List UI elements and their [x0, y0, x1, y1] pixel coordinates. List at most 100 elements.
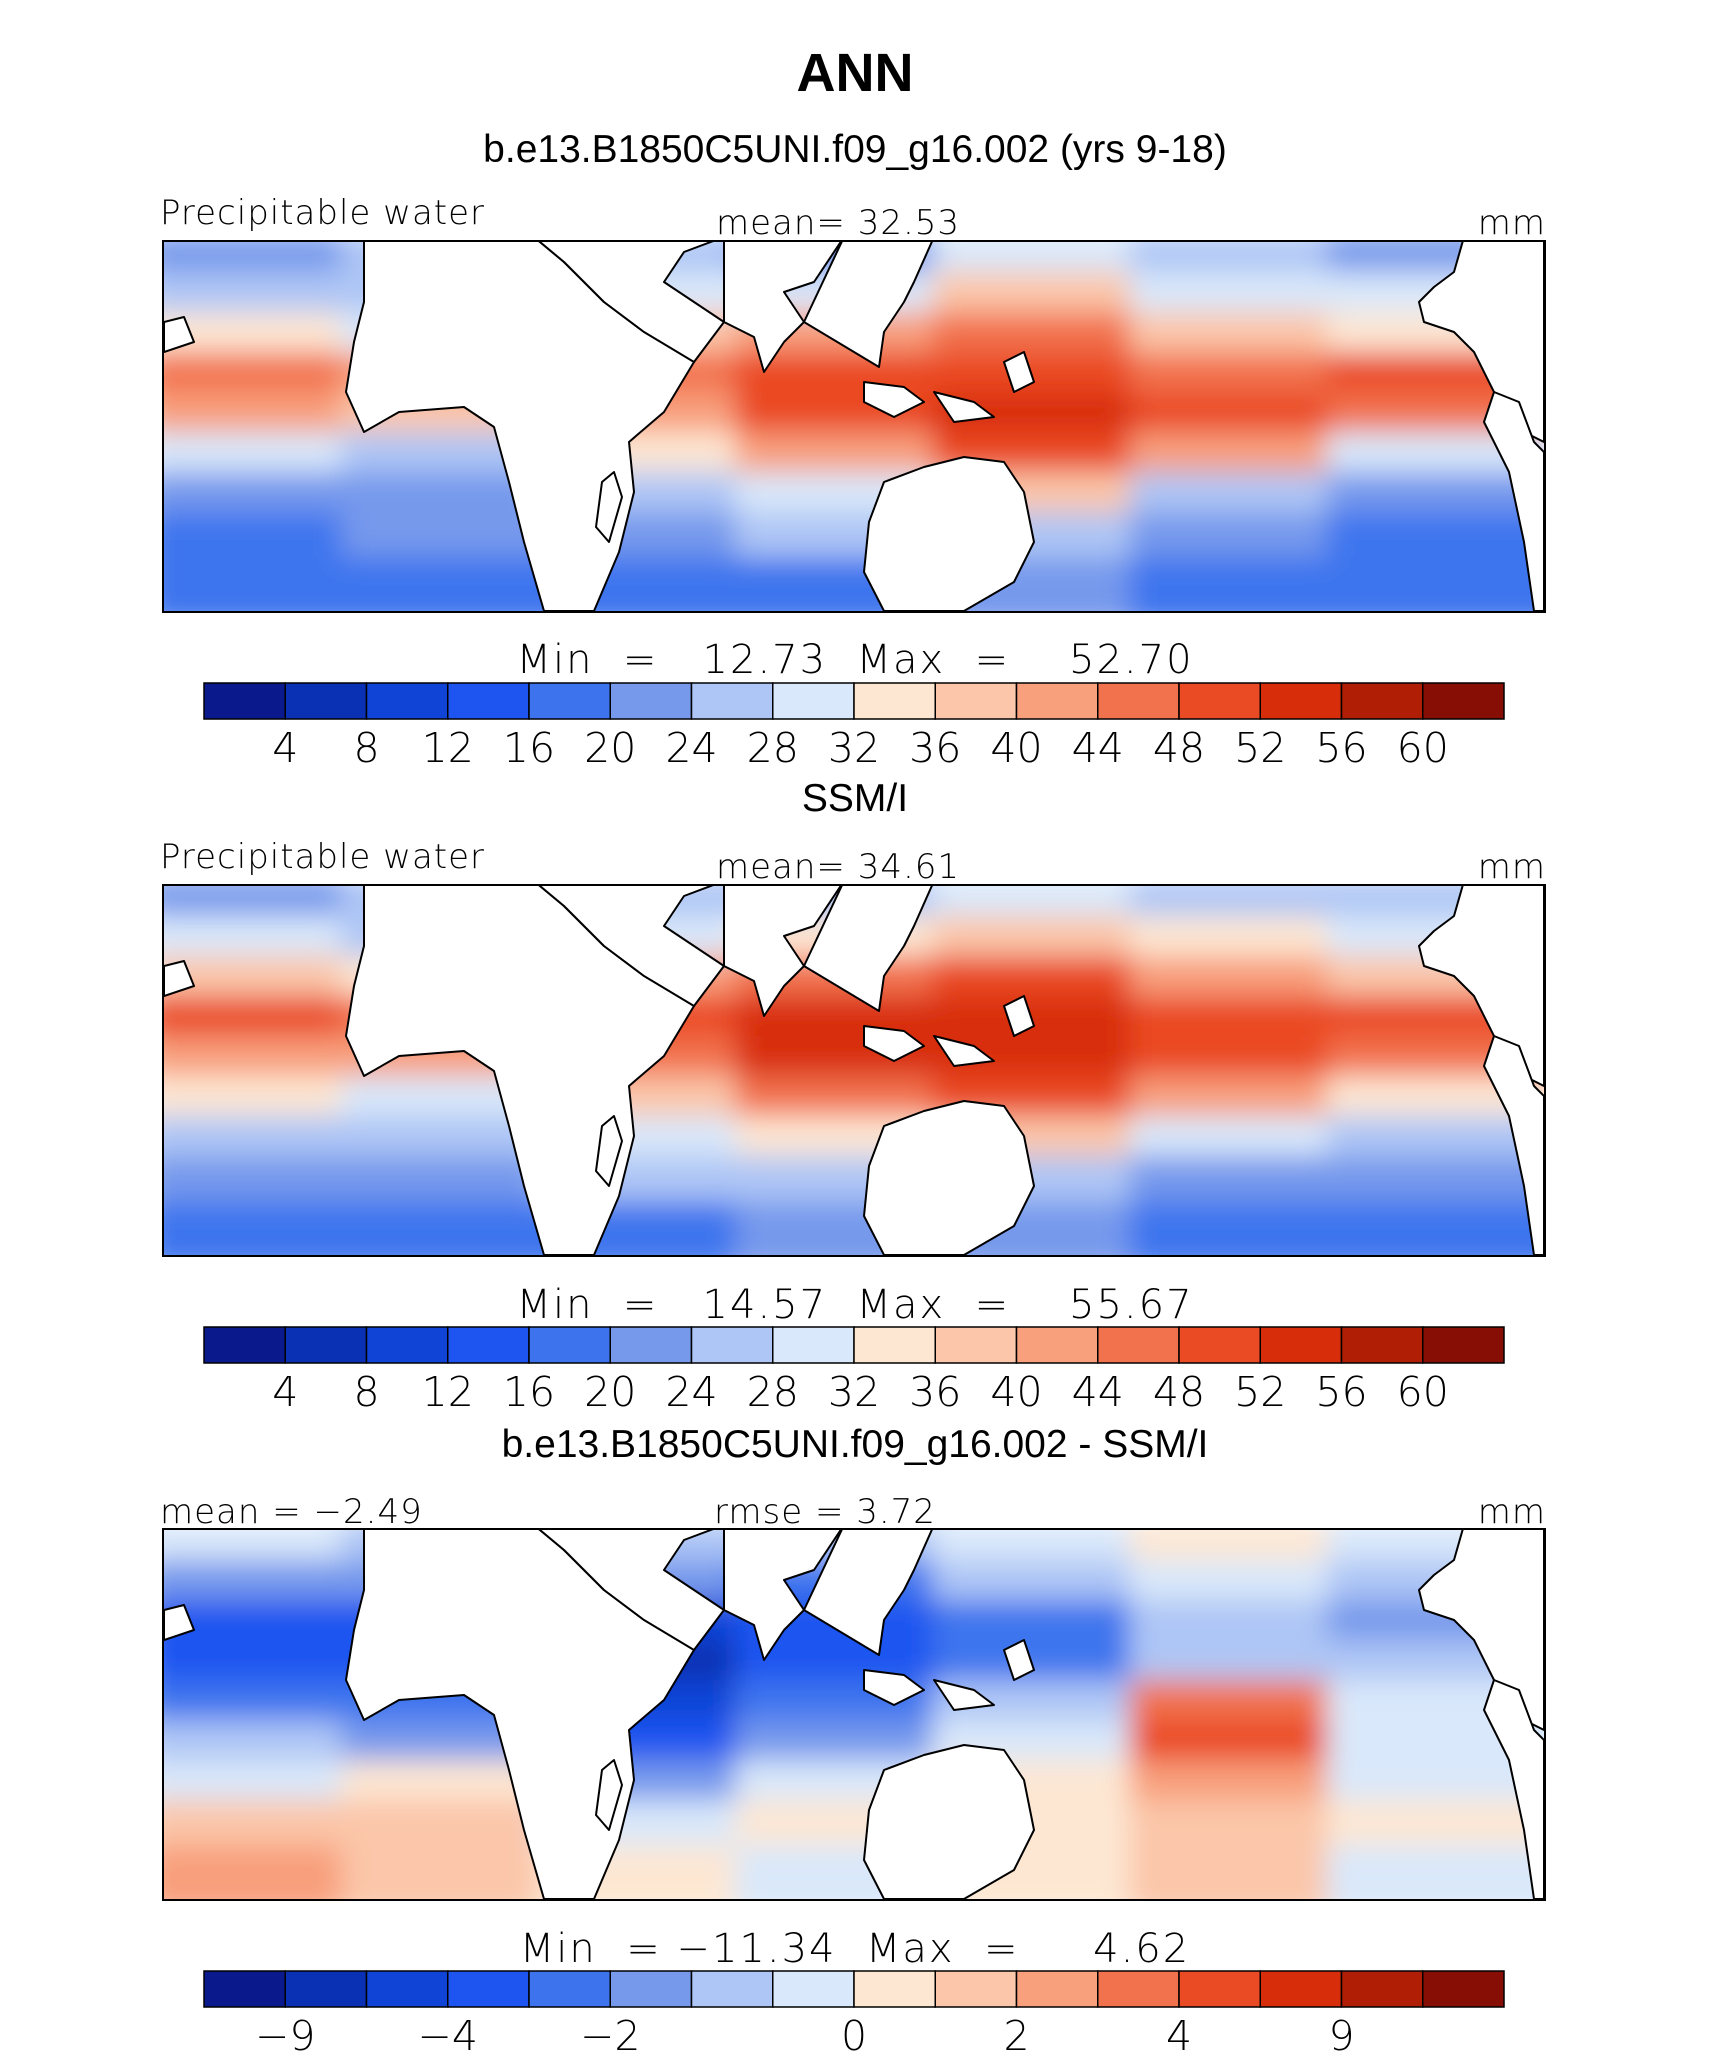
land-outline: [538, 1530, 725, 1651]
land-outline: [723, 242, 842, 373]
panel-model-map: [162, 240, 1546, 613]
land-outline: [863, 1025, 925, 1062]
land-outline: [863, 456, 1035, 611]
map-field-cell: [1326, 1201, 1544, 1255]
colorbar-tick-label: 44: [1071, 724, 1124, 772]
panel-model-mean-label: mean= 32.53: [716, 203, 961, 243]
colorbar-swatch: [934, 1970, 1018, 2008]
panel-obs-units-label: mm: [1477, 847, 1546, 887]
colorbar-swatch: [1015, 1970, 1099, 2008]
colorbar-swatch: [365, 1970, 449, 2008]
colorbar-swatch: [365, 1326, 449, 1364]
land-outline: [164, 1604, 195, 1641]
colorbar-tick-label: 52: [1234, 724, 1287, 772]
colorbar-tick-label: 52: [1234, 1368, 1287, 1416]
land-outline: [595, 1759, 623, 1831]
colorbar-swatch: [203, 682, 286, 720]
colorbar-swatch: [528, 1970, 611, 2008]
colorbar-tick-label: 24: [665, 1368, 718, 1416]
colorbar-tick-label: 24: [665, 724, 718, 772]
colorbar-swatch: [1340, 1970, 1424, 2008]
panel-obs-variable-label: Precipitable water: [160, 837, 486, 877]
panel-model-variable-label: Precipitable water: [160, 193, 486, 233]
land-outline: [1003, 351, 1035, 393]
panel-obs-map: [162, 884, 1546, 1257]
panel-obs-min: Min = 14.57: [516, 1282, 828, 1328]
panel-diff-map: [162, 1528, 1546, 1901]
colorbar-tick-label: 9: [1328, 2012, 1355, 2060]
panel-model-min: Min = 12.73: [516, 637, 828, 683]
colorbar-tick-label: −9: [255, 2012, 316, 2060]
panel-model-colorbar: 4 8 12 16 20 24 28 32 36 40 44 48 52 56 60: [203, 682, 1505, 772]
panel-diff-minmax: Min = −11.34 Max = 4.62: [0, 1926, 1710, 1972]
colorbar-tick-label: 44: [1071, 1368, 1124, 1416]
panel-obs-mean-label: mean= 34.61: [716, 847, 961, 887]
land-outline: [1003, 995, 1035, 1037]
colorbar-tick-label: 48: [1152, 724, 1206, 772]
land-outline: [863, 1744, 1035, 1899]
colorbar-swatch: [1422, 682, 1505, 720]
land-outline: [1003, 1639, 1035, 1681]
colorbar-tick-label: 28: [746, 724, 799, 772]
colorbar-swatch: [609, 682, 693, 720]
colorbar-swatch: [284, 1326, 368, 1364]
colorbar-tick-label: 8: [353, 724, 380, 772]
colorbar-swatch: [1259, 1970, 1343, 2008]
map-field-cell: [1326, 1845, 1544, 1899]
colorbar-swatch: [690, 682, 774, 720]
colorbar-swatch: [284, 1970, 368, 2008]
panel-diff-title: b.e13.B1850C5UNI.f09_g16.002 - SSM/I: [501, 1423, 1209, 1466]
map-field-cell: [1326, 557, 1544, 611]
colorbar-tick-label: 36: [909, 724, 962, 772]
panel-diff-max: Max = 4.62: [865, 1926, 1191, 1972]
colorbar-swatch: [528, 682, 611, 720]
colorbar-swatch: [1015, 1326, 1099, 1364]
land-outline: [803, 886, 933, 1012]
colorbar-tick-label: 4: [272, 1368, 299, 1416]
land-outline: [1418, 1530, 1544, 1731]
colorbar-tick-label: 32: [827, 724, 881, 772]
panel-model-units-label: mm: [1477, 203, 1546, 243]
panel-model-minmax: Min = 12.73 Max = 52.70: [0, 637, 1710, 683]
colorbar-swatch: [772, 682, 855, 720]
panel-model-max: Max = 52.70: [856, 637, 1194, 683]
land-outline: [1418, 886, 1544, 1087]
colorbar-tick-label: 36: [909, 1368, 962, 1416]
colorbar-swatch: [690, 1970, 774, 2008]
colorbar-swatch: [1259, 1326, 1343, 1364]
land-outline: [1418, 242, 1544, 443]
colorbar-swatch: [528, 1326, 611, 1364]
colorbar-swatch: [1340, 1326, 1424, 1364]
panel-diff-rmse-label: rmse = 3.72: [714, 1492, 936, 1532]
colorbar-tick-label: 48: [1152, 1368, 1206, 1416]
colorbar-swatch: [853, 1970, 936, 2008]
colorbar-swatch: [1015, 682, 1099, 720]
colorbar-tick-label: 8: [353, 1368, 380, 1416]
colorbar-tick-label: 20: [584, 1368, 637, 1416]
colorbar-tick-label: 0: [840, 2012, 868, 2060]
panel-obs-colorbar: 4 8 12 16 20 24 28 32 36 40 44 48 52 56 60: [203, 1326, 1505, 1416]
land-outline: [933, 391, 995, 423]
colorbar-swatch: [772, 1970, 855, 2008]
land-outline: [538, 886, 725, 1007]
colorbar-tick-label: 40: [990, 1368, 1043, 1416]
panel-diff-mean-label: mean = −2.49: [160, 1492, 423, 1532]
colorbar-tick-label: −4: [417, 2012, 478, 2060]
colorbar-swatch: [447, 1970, 530, 2008]
colorbar-swatch: [934, 1326, 1018, 1364]
land-outline: [1483, 391, 1544, 611]
colorbar-tick-label: 56: [1315, 1368, 1368, 1416]
colorbar-tick-label: 4: [272, 724, 299, 772]
colorbar-tick-label: 2: [1003, 2012, 1030, 2060]
panel-model-title: b.e13.B1850C5UNI.f09_g16.002 (yrs 9-18): [483, 128, 1227, 171]
colorbar-swatch: [447, 1326, 530, 1364]
figure-title: ANN: [796, 43, 914, 103]
land-outline: [595, 1115, 623, 1187]
colorbar-tick-label: 60: [1396, 1368, 1449, 1416]
land-outline: [933, 1679, 995, 1711]
colorbar-tick-label: 28: [746, 1368, 799, 1416]
colorbar-swatch: [1097, 1326, 1180, 1364]
land-outline: [1483, 1035, 1544, 1255]
land-outline: [723, 1530, 842, 1661]
panel-diff-colorbar: −9 −4 −2 0 2 4 9: [203, 1970, 1505, 2060]
